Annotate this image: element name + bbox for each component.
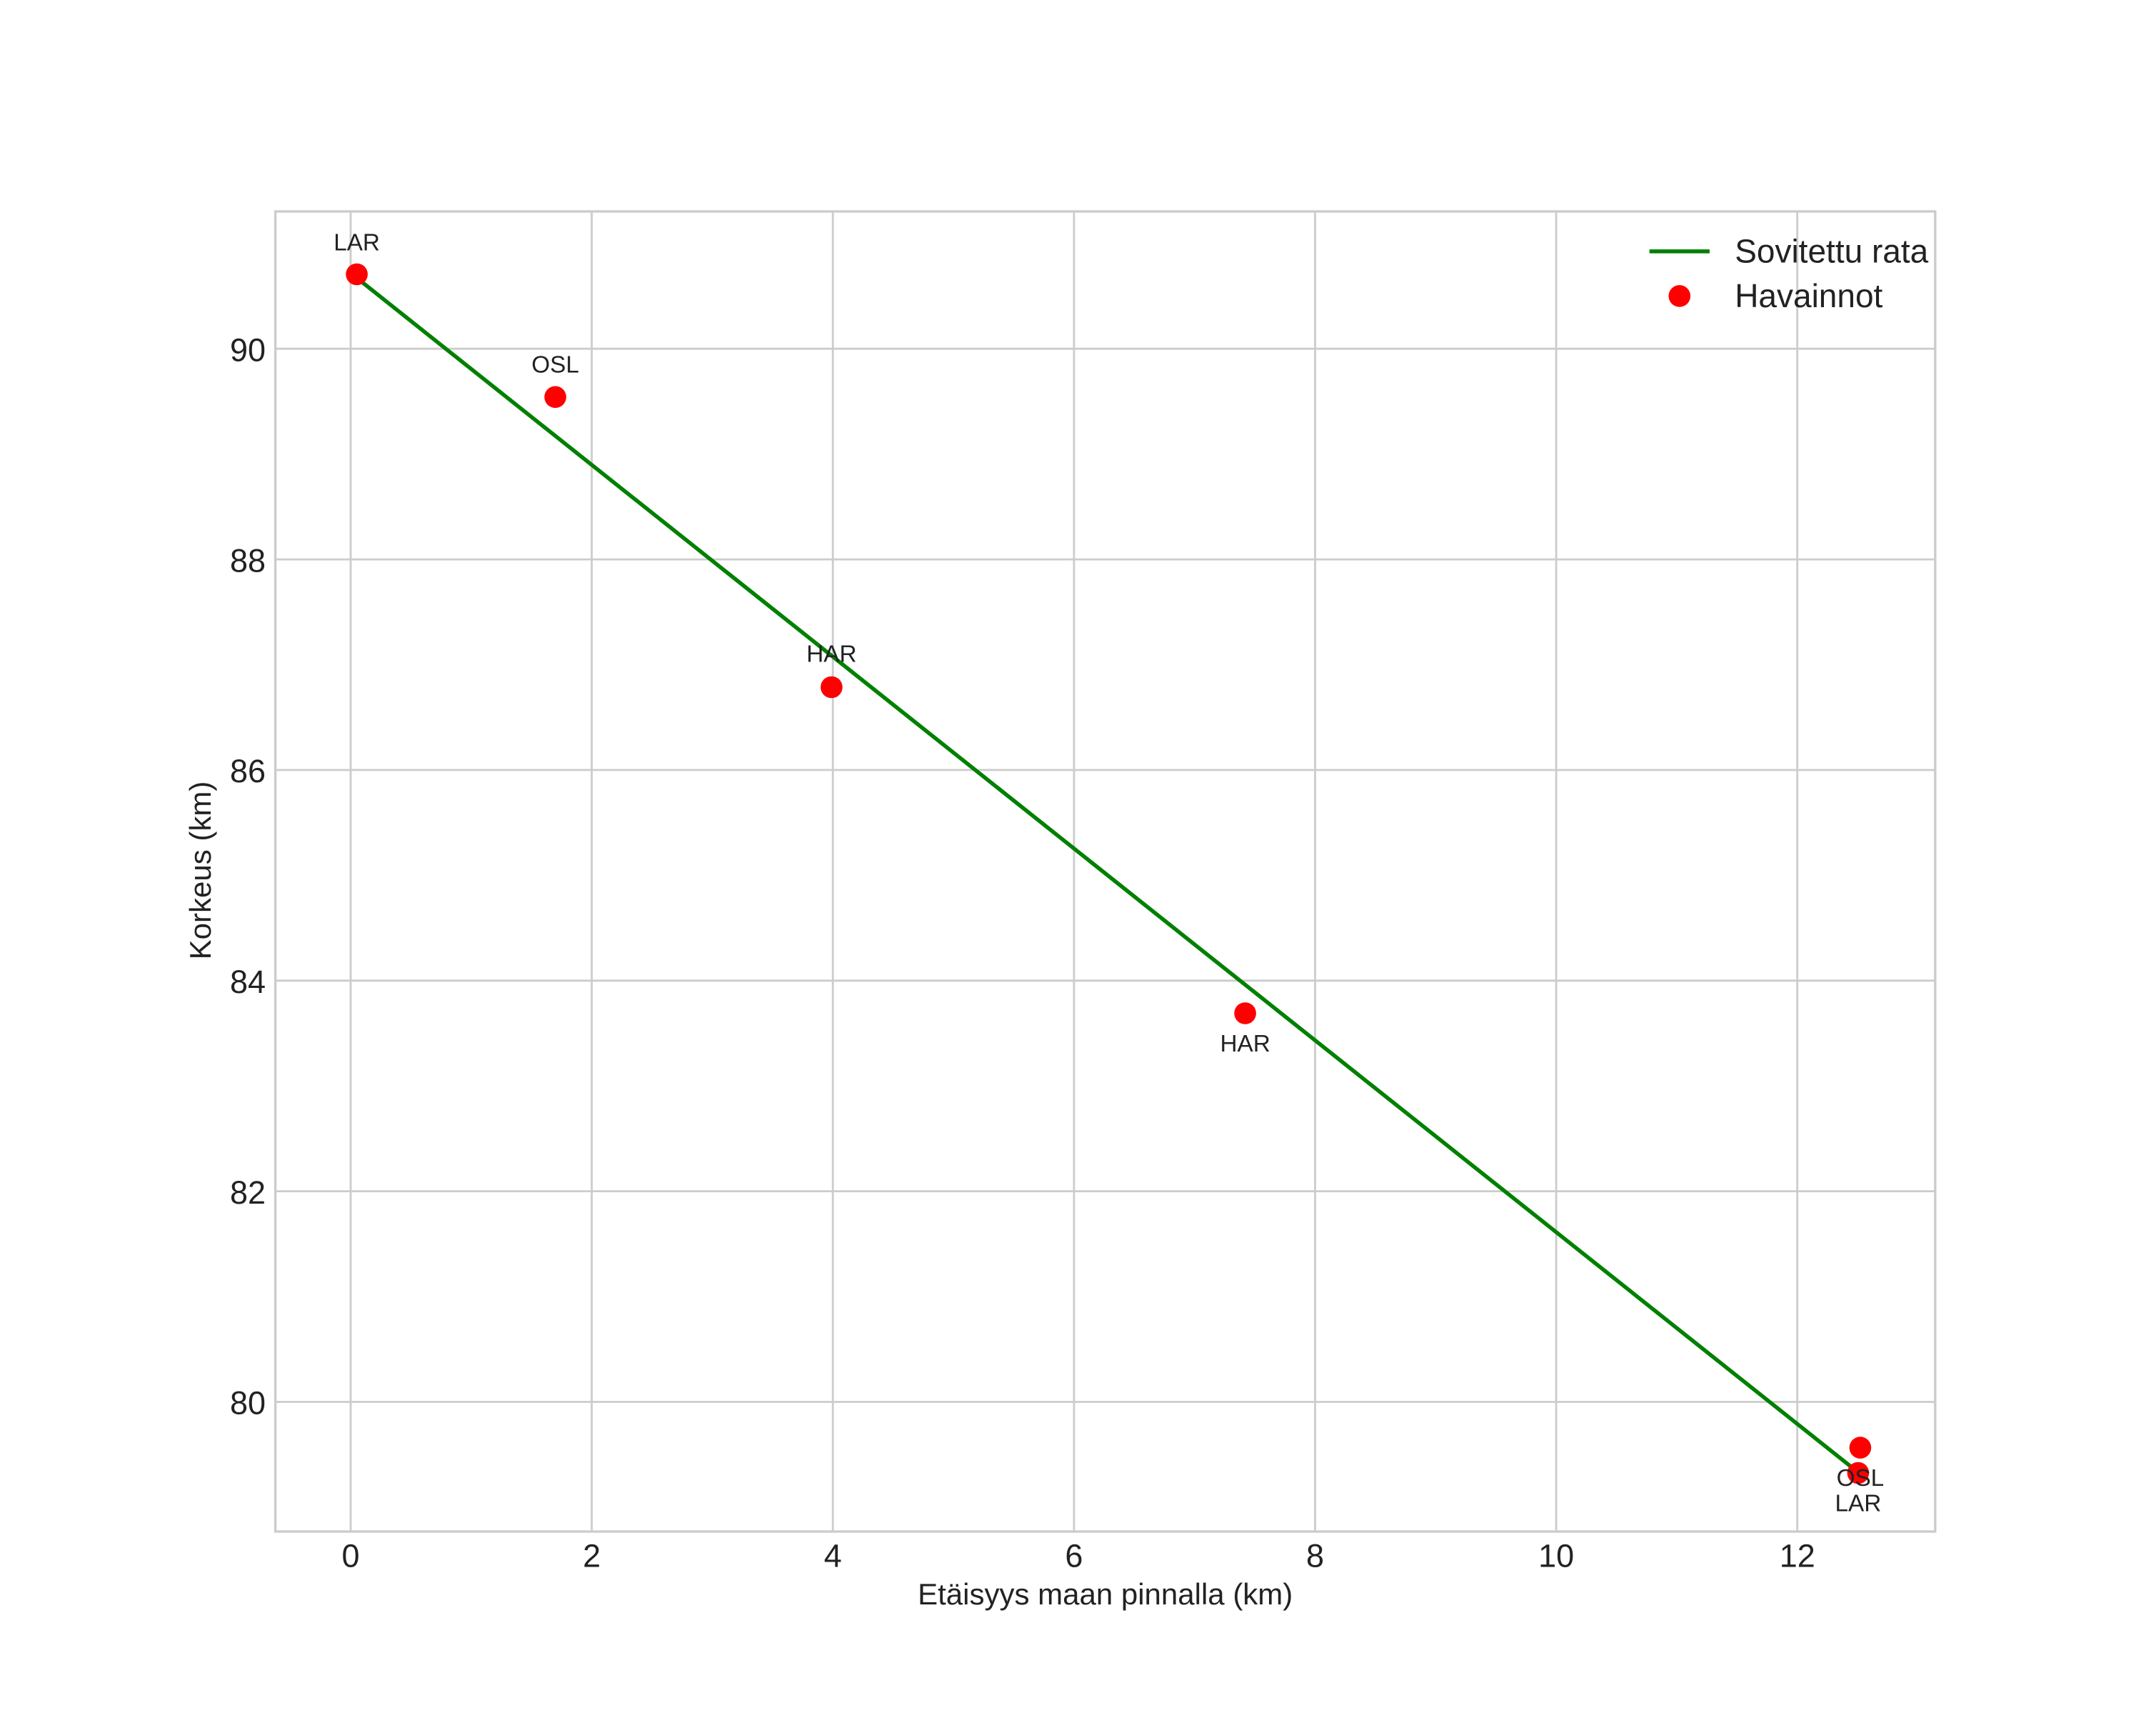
svg-text:HAR: HAR: [1220, 1031, 1270, 1057]
svg-text:0: 0: [341, 1538, 359, 1574]
svg-text:OSL: OSL: [531, 351, 579, 378]
svg-text:Korkeus (km): Korkeus (km): [184, 781, 217, 960]
svg-text:Sovitettu rata: Sovitettu rata: [1735, 233, 1928, 270]
svg-text:LAR: LAR: [1835, 1491, 1882, 1517]
svg-text:80: 80: [230, 1385, 266, 1422]
svg-text:90: 90: [230, 331, 266, 368]
svg-text:2: 2: [583, 1538, 601, 1574]
svg-text:OSL: OSL: [1837, 1465, 1885, 1492]
svg-text:88: 88: [230, 542, 266, 579]
svg-text:10: 10: [1538, 1538, 1574, 1574]
svg-text:Etäisyys maan pinnalla (km): Etäisyys maan pinnalla (km): [918, 1577, 1293, 1611]
svg-text:12: 12: [1780, 1538, 1815, 1574]
svg-text:8: 8: [1306, 1538, 1324, 1574]
svg-text:82: 82: [230, 1174, 266, 1211]
svg-text:84: 84: [230, 964, 266, 1000]
svg-text:6: 6: [1065, 1538, 1083, 1574]
svg-text:86: 86: [230, 753, 266, 789]
svg-text:HAR: HAR: [806, 641, 856, 668]
svg-text:LAR: LAR: [334, 230, 380, 256]
svg-text:Havainnot: Havainnot: [1735, 277, 1882, 314]
svg-text:4: 4: [824, 1538, 842, 1574]
